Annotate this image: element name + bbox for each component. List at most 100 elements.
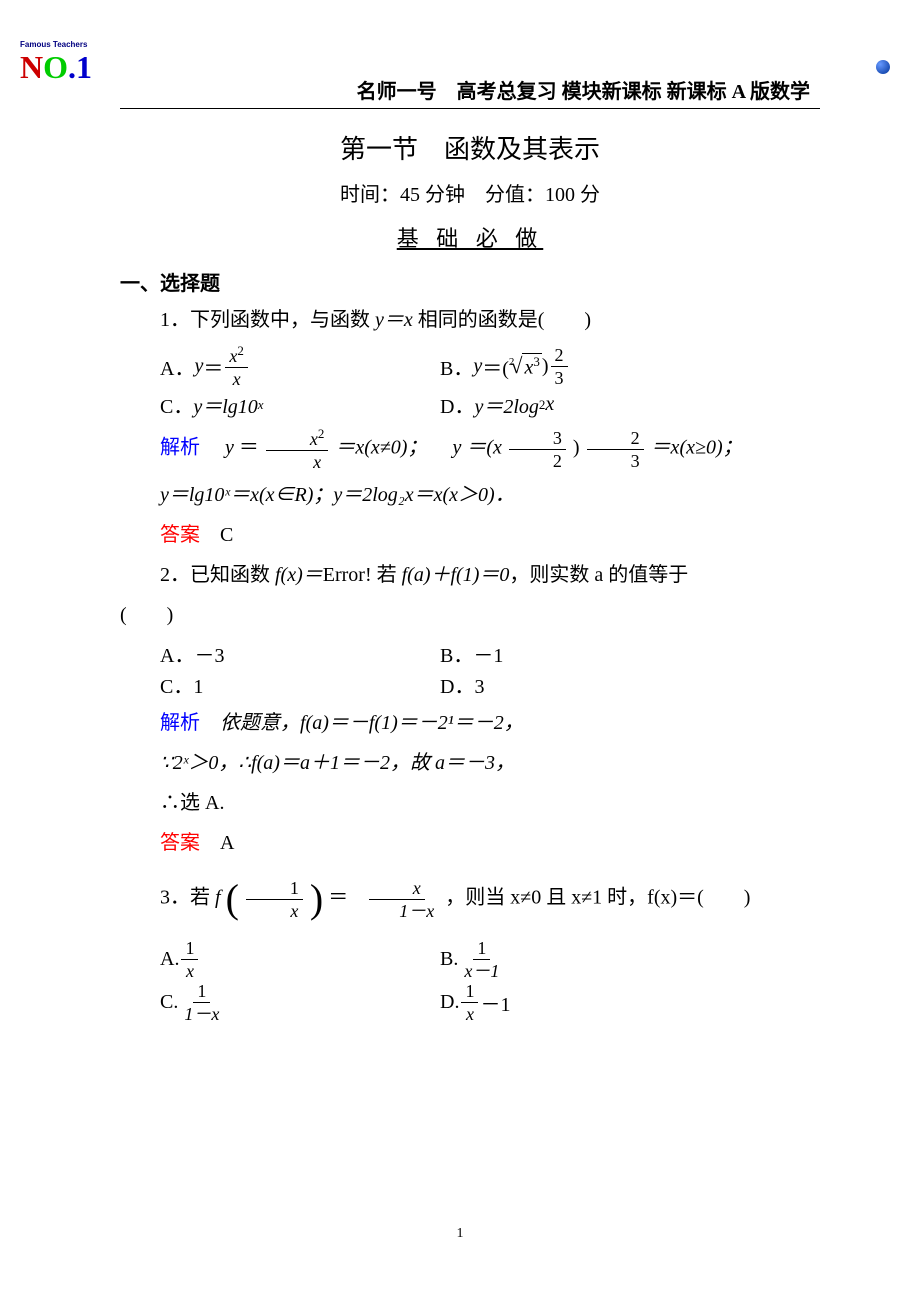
header-text: 名师一号 高考总复习 模块新课标 新课标 A 版数学: [120, 40, 820, 109]
time-score: 时间：45 分钟 分值：100 分: [120, 178, 820, 207]
q1-jx-p1g: ＝x(x≥0)；: [651, 437, 743, 459]
q2-option-c: C．1: [120, 670, 440, 699]
q3-b-den: x－1: [460, 960, 503, 980]
q1-a-y: y: [194, 355, 203, 378]
q2-stem-post2: ，则实数 a 的值等于: [509, 564, 688, 586]
q3-inner-num: 1: [246, 879, 303, 900]
q3-d-tail: －1: [480, 988, 510, 1017]
heading-choice: 一、选择题: [120, 267, 820, 296]
q1-stem-pre: 1．下列函数中，与函数: [160, 309, 375, 331]
q1-jx-f1-sup: 2: [318, 426, 325, 441]
q3-d-label: D.: [440, 991, 459, 1014]
q3-d-frac: 1 x: [461, 982, 478, 1023]
q1-d-tail: x: [545, 393, 554, 416]
q3-outer-den: 1－x: [355, 900, 438, 920]
q2-daan-value: A: [220, 832, 234, 854]
q3-stem-post: ，则当 x≠0 且 x≠1 时，f(x)＝( ): [445, 887, 750, 909]
q1-jx-f1-den: x: [269, 451, 325, 471]
q3-c-label: C.: [160, 991, 178, 1014]
q1-c-label: C．: [160, 390, 193, 419]
jiexi-label-2: 解析: [160, 712, 200, 734]
q1-option-d: D． y＝2log2x: [440, 390, 554, 419]
q3-stem: 3．若 f ( 1 x ) ＝ x 1－x ，则当 x≠0 且 x≠1 时，f(…: [120, 867, 820, 931]
q2-row-ab: A．－3 B．－1: [120, 639, 820, 668]
q1-d-label: D．: [440, 390, 474, 419]
q2-stem-pre: 2．已知函数: [160, 564, 275, 586]
q1-jx-p1c: ＝x(x≠0)；: [335, 437, 427, 459]
q1-jx-y1: y: [225, 437, 234, 459]
q3-eq: ＝: [328, 887, 348, 909]
q1-a-den: x: [229, 368, 245, 388]
rparen-icon: ): [310, 876, 323, 921]
header-orb-icon: [876, 60, 890, 74]
q3-d-num: 1: [461, 982, 478, 1003]
q2-stem: 2．已知函数 f(x)＝Error! 若 f(a)＋f(1)＝0，则实数 a 的…: [120, 559, 820, 591]
q1-b-eq: ＝(: [482, 352, 509, 381]
q3-outer-num: x: [369, 879, 425, 900]
daan-label: 答案: [160, 524, 200, 546]
q1-option-a: A． y ＝ x2 x: [120, 344, 440, 388]
q1-b-y: y: [473, 355, 482, 378]
q1-jx-frac2a: 3 2: [509, 429, 566, 470]
subtitle: 基 础 必 做: [120, 221, 820, 253]
q1-b-frac: 2 3: [551, 346, 568, 387]
q3-option-c: C. 1 1－x: [120, 982, 440, 1023]
q3-outer-frac: x 1－x: [355, 879, 438, 920]
q1-row-ab: A． y ＝ x2 x B． y ＝( 2 √ x3 ) 2 3: [120, 344, 820, 388]
q3-a-num: 1: [181, 939, 198, 960]
q1-c-sup: x: [258, 397, 264, 413]
q1-option-b: B． y ＝( 2 √ x3 ) 2 3: [440, 344, 570, 388]
q2-row-cd: C．1 D．3: [120, 670, 820, 699]
q1-c-text: y＝lg10: [193, 390, 257, 419]
q1-jx-f1-num: x: [310, 429, 318, 449]
q3-a-den: x: [182, 960, 198, 980]
q3-a-frac: 1 x: [181, 939, 198, 980]
q3-f: f: [215, 887, 221, 909]
q1-jx-frac2b: 2 3: [587, 429, 644, 470]
section-title: 第一节 函数及其表示: [120, 129, 820, 166]
q1-a-frac: x2 x: [225, 344, 248, 388]
q2-option-a: A．－3: [120, 639, 440, 668]
q3-b-label: B.: [440, 948, 458, 971]
daan-label-2: 答案: [160, 832, 200, 854]
logo-letter-n: N: [20, 49, 43, 86]
q1-jx-p1e: ＝(x: [466, 437, 502, 459]
logo-dot: .: [68, 49, 76, 86]
q1-jx-f2a-num: 3: [509, 429, 566, 450]
jiexi-label: 解析: [160, 437, 200, 459]
q1-jx-y2: y: [452, 437, 461, 459]
q1-jx-f2b-den: 3: [587, 450, 644, 470]
q1-a-label: A．: [160, 352, 194, 381]
q3-row-ab: A. 1 x B. 1 x－1: [120, 939, 820, 980]
q1-b-sqrt-sup: 3: [533, 354, 540, 369]
q1-b-sqrt: 2 √ x3: [509, 353, 542, 380]
lparen-icon: (: [226, 876, 239, 921]
q2-option-b: B．－1: [440, 639, 503, 668]
q3-stem-pre: 3．若: [160, 887, 215, 909]
q1-daan-value: C: [220, 524, 233, 546]
q2-stem-post1: 若: [372, 564, 402, 586]
q3-option-b: B. 1 x－1: [440, 939, 505, 980]
q1-jx-frac1: x2 x: [266, 427, 329, 471]
q3-a-label: A.: [160, 948, 179, 971]
q2-option-d: D．3: [440, 670, 484, 699]
q2-paren: ( ): [120, 599, 820, 631]
q3-c-frac: 1 1－x: [180, 982, 223, 1023]
logo: Famous Teachers N O . 1: [20, 40, 110, 86]
q1-b-frac-den: 3: [551, 367, 568, 387]
q1-option-c: C． y＝lg10x: [120, 390, 440, 419]
q1-row-cd: C． y＝lg10x D． y＝2log2x: [120, 390, 820, 419]
q3-option-a: A. 1 x: [120, 939, 440, 980]
q2-jiexi-1: 解析 依题意，f(a)＝－f(1)＝－2¹＝－2，: [120, 707, 820, 739]
q1-b-close: ): [542, 355, 549, 378]
page-content: 名师一号 高考总复习 模块新课标 新课标 A 版数学 第一节 函数及其表示 时间…: [0, 0, 920, 1065]
q3-inner-frac: 1 x: [246, 879, 303, 920]
q1-stem-post: 相同的函数是( ): [413, 309, 591, 331]
q3-option-d: D. 1 x －1: [440, 982, 510, 1023]
q2-stem-mid: f(a)＋f(1)＝0: [402, 564, 510, 586]
q1-jiexi-2: y＝lg10ˣ＝x(x∈R)；y＝2log₂x＝x(x＞0)．: [120, 479, 820, 511]
logo-digit-1: 1: [76, 49, 92, 86]
q2-daan: 答案 A: [120, 827, 820, 859]
page-number: 1: [0, 1226, 920, 1242]
q1-a-eq: ＝: [203, 352, 223, 381]
